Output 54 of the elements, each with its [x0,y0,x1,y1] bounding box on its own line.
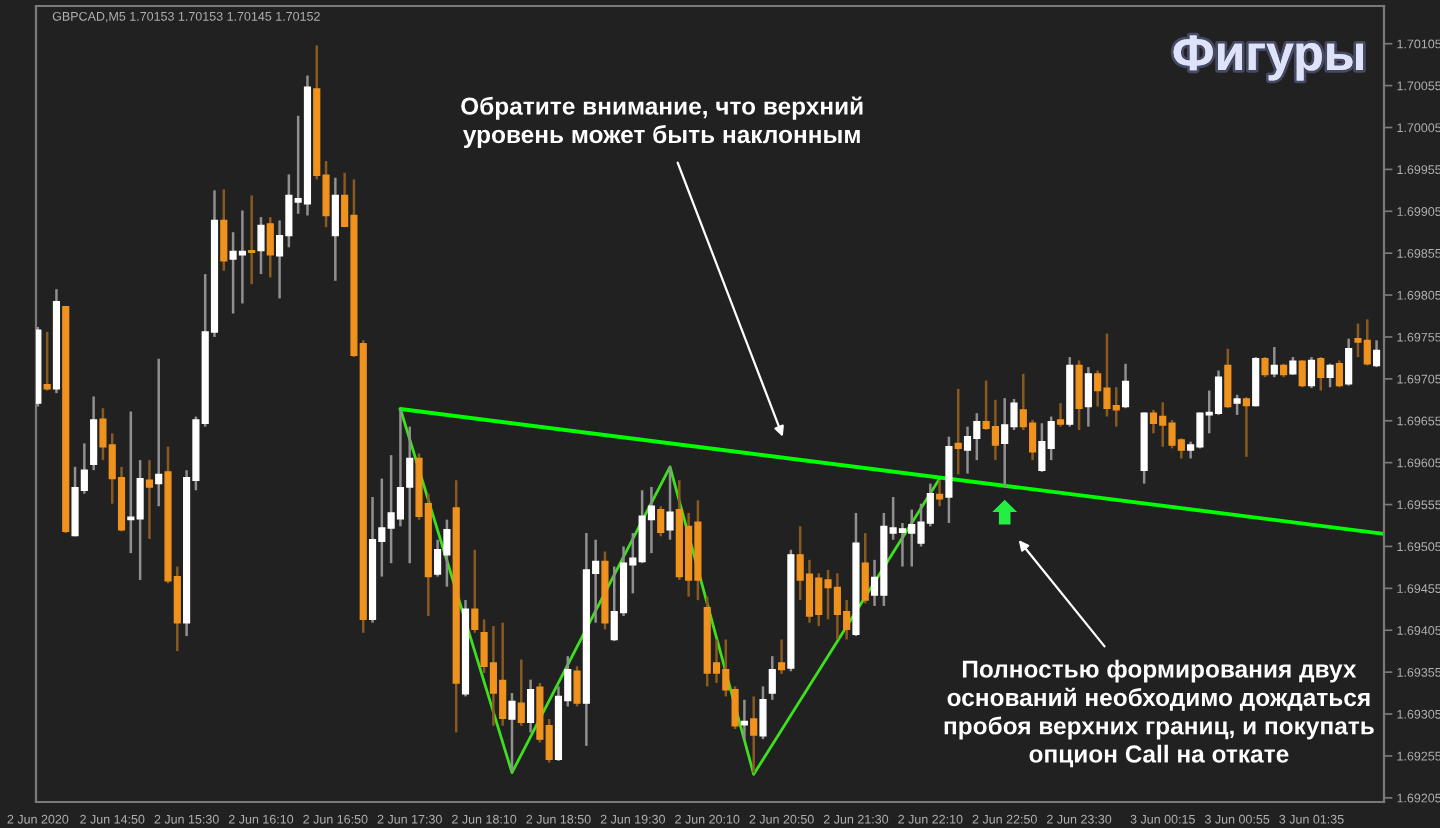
candlestick [145,458,153,541]
candlestick [238,209,246,305]
candlestick [1261,355,1269,379]
line-series [399,407,942,776]
candlestick [1335,359,1343,389]
candlestick [963,425,972,475]
candlestick [257,215,265,276]
candlestick [1242,396,1250,459]
candlestick [396,408,405,528]
candlestick [1224,347,1232,410]
candlestick [898,521,907,568]
candlestick [750,695,758,774]
candlestick [248,194,256,286]
annotation: Полностью формирования двух оснований необходимо дождаться пробоя верхних границ, и покупать опцион Call на откате [944,659,1374,768]
candlestick [1270,345,1278,379]
candlestick [1084,365,1092,428]
candlestick [1317,355,1325,392]
candlestick [1075,359,1083,432]
candlestick [220,188,228,273]
candlestick [861,531,869,605]
candlestick [759,685,767,741]
candlestick [1298,359,1306,389]
candlestick [768,654,776,702]
candlestick [331,176,339,283]
candlestick [1345,337,1353,387]
candlestick [90,395,98,472]
candlestick [573,665,581,708]
annotation: Обратите внимание, что верхний уровень может быть наклонным [461,96,863,149]
candlestick [647,485,656,555]
candlestick [740,698,748,741]
candlestick [526,678,535,734]
candlestick [936,479,944,508]
candlestick [1307,355,1316,390]
candlestick [508,691,516,773]
candlestick [1252,355,1260,408]
candlestick [1214,369,1223,417]
candlestick [266,215,274,279]
candlestick [805,558,814,624]
candlestick [991,398,999,462]
candlestick [1056,401,1065,428]
candlestick [471,548,479,634]
candlestick [43,330,51,392]
candlestick [517,658,525,727]
candlestick [657,504,665,538]
candlestick [155,357,163,508]
candlestick [1233,393,1241,417]
candlestick [1372,339,1381,369]
text: Фигуры [1173,35,1363,81]
candlestick [1121,362,1130,410]
candlestick [1326,362,1334,389]
candlestick [778,638,786,676]
candlestick [954,387,962,476]
candlestick [666,465,674,541]
candlestick [1149,408,1158,435]
